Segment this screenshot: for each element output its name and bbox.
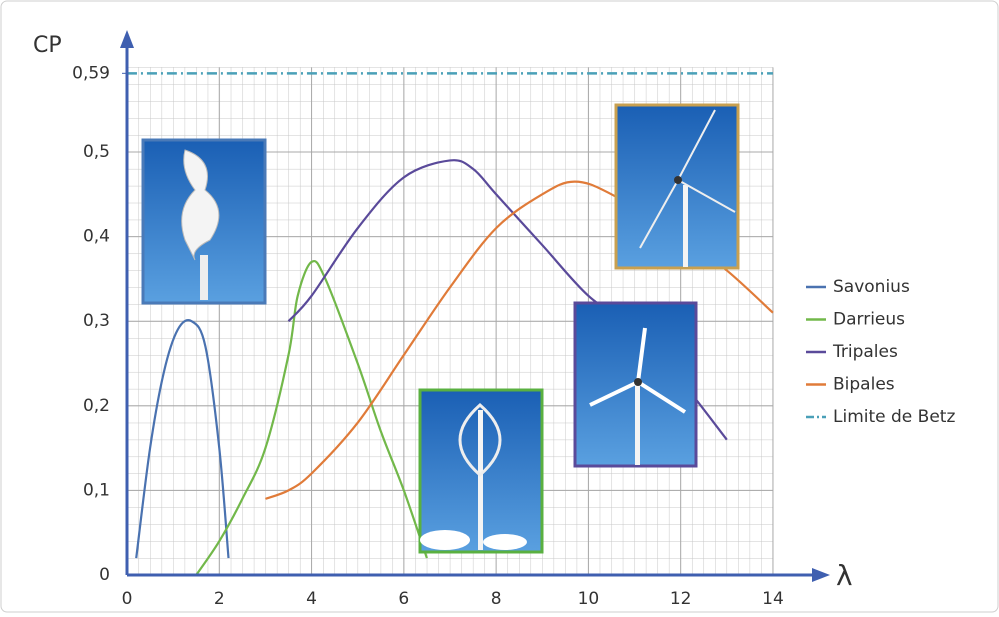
y-tick-label: 0,5 [83,142,110,162]
chart: CP λ Savonius Darrieus Tripales Bipales Limi… [0,0,999,613]
y-tick-label: 0 [99,565,110,585]
x-axis-label: λ [836,559,853,592]
legend-label: Limite de Betz [833,407,955,427]
legend-label: Bipales [833,375,895,395]
y-tick-label: 0,1 [83,480,110,500]
y-tick-label: 0,59 [72,63,110,83]
y-tick-label: 0,3 [83,311,110,331]
savonius-photo [143,140,265,303]
legend-label: Tripales [832,342,898,362]
x-tick-label: 10 [578,589,600,609]
legend-label: Savonius [833,277,910,297]
bipales-photo [616,105,738,268]
x-tick-label: 6 [398,589,409,609]
x-tick-label: 2 [214,589,225,609]
x-tick-label: 8 [491,589,502,609]
x-tick-label: 12 [670,589,692,609]
x-tick-label: 4 [306,589,317,609]
y-tick-label: 0,2 [83,396,110,416]
darrieus-photo [420,390,542,552]
page: CP λ Savonius Darrieus Tripales Bipales Limi… [0,0,999,617]
y-axis-label: CP [33,33,62,58]
tripales-photo [575,303,696,466]
x-tick-label: 14 [762,589,784,609]
x-tick-label: 0 [122,589,133,609]
y-tick-label: 0,4 [83,227,110,247]
legend-label: Darrieus [833,310,905,330]
